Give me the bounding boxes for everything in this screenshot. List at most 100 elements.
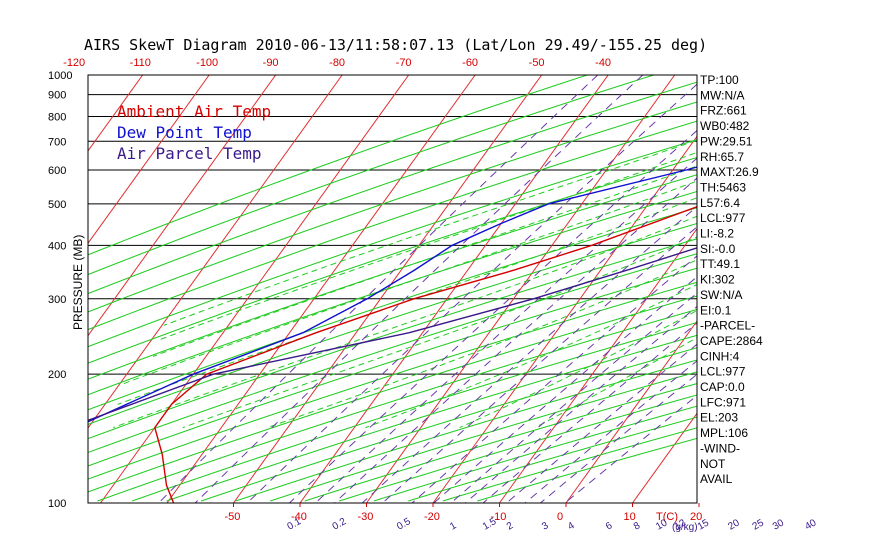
mixing-ratio-line <box>464 305 697 503</box>
pressure-tick-label: 300 <box>48 294 66 306</box>
dry-adiabat-line <box>88 120 697 331</box>
index-readout: NOT <box>700 457 726 471</box>
isotherm-line <box>88 75 343 429</box>
mixing-ratio-tick-label: 40 <box>803 517 819 532</box>
plot-frame <box>87 74 698 504</box>
mixing-ratio-tick-label: 15 <box>696 517 712 532</box>
dry-adiabat-line <box>88 75 654 276</box>
dry-adiabat-line <box>88 75 588 256</box>
mixing-ratio-line <box>382 226 697 503</box>
mixing-ratio-line <box>411 255 697 503</box>
isotherm-line <box>88 75 277 337</box>
pressure-tick-label: 600 <box>48 165 66 177</box>
temp-tick-label-top: -60 <box>462 57 478 69</box>
isotherm-line <box>832 75 870 503</box>
index-readout: L57:6.4 <box>700 196 740 210</box>
dry-adiabat-line <box>88 207 697 411</box>
moist-adiabat-line <box>152 165 697 357</box>
mixing-ratio-tick-label: 8 <box>632 520 643 533</box>
legend-entry: Dew Point Temp <box>117 123 252 142</box>
index-readout: EL:203 <box>700 411 738 425</box>
mixing-ratio-tick-label: 1 <box>448 520 459 533</box>
isotherm-line <box>100 75 410 503</box>
index-readout: CAPE:2864 <box>700 334 763 348</box>
dry-adiabat-line <box>88 101 697 313</box>
mixing-ratio-unit-label: (g/kg) <box>672 522 698 533</box>
moist-adiabat-line <box>113 215 697 429</box>
moist-adiabat-line <box>267 259 697 429</box>
isotherm-line <box>88 75 144 152</box>
dry-adiabat-line <box>88 281 697 480</box>
mixing-ratio-tick-label: 6 <box>604 520 615 533</box>
mixing-ratio-line <box>194 75 644 503</box>
isotherm-line <box>766 75 870 503</box>
index-readout: CAP:0.0 <box>700 380 745 394</box>
pressure-tick-label: 200 <box>48 369 66 381</box>
moist-adiabat-line <box>157 151 697 341</box>
isotherm-line <box>366 75 676 503</box>
index-readout: EI:0.1 <box>700 303 732 317</box>
temp-tick-label-top: -70 <box>396 57 412 69</box>
moist-adiabat-line <box>163 139 697 326</box>
dry-adiabat-line <box>442 427 697 502</box>
dry-adiabat-line <box>88 139 697 348</box>
dry-adiabat-line <box>88 295 697 493</box>
mixing-ratio-tick-label: 25 <box>751 517 767 532</box>
pressure-tick-label: 700 <box>48 136 66 148</box>
dry-adiabat-line <box>339 394 697 502</box>
index-readout: LCL:977 <box>700 211 746 225</box>
x-axis-label: T(C) <box>656 511 678 523</box>
temp-tick-label-bottom: -50 <box>225 511 241 523</box>
mixing-ratio-line <box>315 157 697 503</box>
temp-tick-label-top: -40 <box>595 57 611 69</box>
mixing-ratio-line <box>361 205 697 503</box>
mixing-ratio-tick-label: 0.2 <box>331 516 349 533</box>
mixing-ratio-line <box>246 83 697 503</box>
isotherm-line <box>166 75 476 503</box>
mixing-ratio-tick-label: 20 <box>726 517 742 532</box>
mixing-ratio-line <box>433 276 697 503</box>
index-readout: -WIND- <box>700 441 740 455</box>
dry-adiabat-line <box>166 334 697 502</box>
mixing-ratio-line <box>158 75 599 503</box>
temp-tick-label-top: -50 <box>529 57 545 69</box>
mixing-ratio-tick-label: 10 <box>654 517 670 532</box>
index-readout: MPL:106 <box>700 426 748 440</box>
dry-adiabat-line <box>88 156 697 364</box>
y-axis-label: PRESSURE (MB) <box>71 235 85 330</box>
dry-adiabat-line <box>88 174 697 380</box>
mixing-ratio-tick-label: 12 <box>673 517 689 532</box>
dry-adiabat-line <box>304 383 697 502</box>
moist-adiabat-line <box>365 283 697 429</box>
temp-tick-label-bottom: 0 <box>557 511 563 523</box>
dewpoint-line <box>88 166 697 423</box>
isotherm-line <box>0 75 10 503</box>
index-readout: AVAIL <box>700 472 733 486</box>
pressure-tick-label: 800 <box>48 111 66 123</box>
index-readout: KI:302 <box>700 273 735 287</box>
isotherm-line <box>499 227 697 503</box>
temp-tick-label-top: -80 <box>329 57 345 69</box>
pressure-tick-label: 400 <box>48 240 66 252</box>
mixing-ratio-line <box>334 177 697 503</box>
index-readout: RH:65.7 <box>700 150 744 164</box>
temp-tick-label-bottom: -40 <box>291 511 307 523</box>
index-readout: TT:49.1 <box>700 257 740 271</box>
dry-adiabat-line <box>373 405 697 502</box>
index-readout: MW:N/A <box>700 88 744 102</box>
temp-tick-label-top: -110 <box>130 57 151 69</box>
mixing-ratio-line <box>450 292 697 503</box>
temp-tick-label-top: -100 <box>196 57 218 69</box>
parcel-temp-line <box>88 247 697 422</box>
chart-title: AIRS SkewT Diagram 2010-06-13/11:58:07.1… <box>84 36 707 54</box>
mixing-ratio-tick-label: 0.5 <box>395 516 413 533</box>
dry-adiabat-line <box>88 81 697 295</box>
index-readout: CINH:4 <box>700 349 740 363</box>
dry-adiabat-line <box>88 253 697 454</box>
dry-adiabat-line <box>477 437 697 502</box>
index-readout: MAXT:26.9 <box>700 165 759 179</box>
temp-tick-label-top: -120 <box>63 57 85 69</box>
temp-tick-label-bottom: -30 <box>358 511 374 523</box>
index-readout: SW:N/A <box>700 288 742 302</box>
